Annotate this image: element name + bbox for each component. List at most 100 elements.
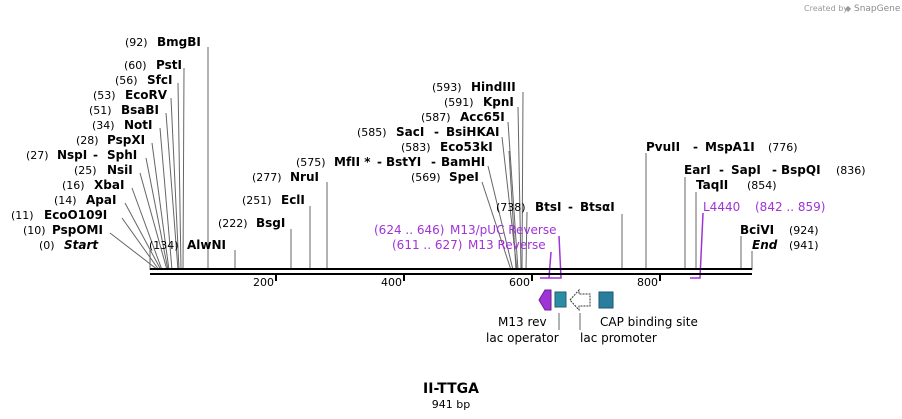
leader-lines bbox=[109, 47, 753, 271]
site-alwni-pos: (134) bbox=[149, 239, 179, 252]
site-bamhi-name: BamHI bbox=[441, 155, 485, 169]
site-nsii-name: NsiI bbox=[107, 163, 133, 177]
m13-rev-arrow-icon bbox=[538, 289, 552, 311]
site-ecoo109i-pos: (11) bbox=[11, 209, 34, 222]
primer-l4440-name: L4440 bbox=[703, 200, 740, 214]
site-ecorv-name: EcoRV bbox=[125, 88, 168, 102]
right-site-labels: PvuII - MspA1I (776) EarI - SapI - BspQI… bbox=[646, 140, 866, 252]
site-sapi-name: SapI bbox=[731, 163, 761, 177]
site-pspomi-name: PspOMI bbox=[52, 223, 103, 237]
primer-m13-puc-reverse-range: (624 .. 646) bbox=[374, 223, 444, 237]
cap-binding-box bbox=[598, 291, 614, 309]
primer-l4440-range: (842 .. 859) bbox=[755, 200, 825, 214]
site-bsabi-name: BsaBI bbox=[121, 103, 159, 117]
plasmid-name: II-TTGA bbox=[423, 381, 479, 397]
site-hindiii-name: HindIII bbox=[471, 80, 516, 94]
site-psti-pos: (60) bbox=[124, 59, 147, 72]
snapgene-icon: ◆ bbox=[845, 4, 852, 13]
svg-text:-: - bbox=[719, 163, 724, 177]
tick-800: 800 bbox=[637, 276, 658, 289]
feature-glyphs bbox=[538, 288, 614, 330]
site-alwni-name: AlwNI bbox=[187, 238, 226, 252]
site-spei-pos: (569) bbox=[411, 171, 441, 184]
site-mspa1i-name: MspA1I bbox=[705, 140, 755, 154]
middle-site-labels: (222) BsgI (251) EclI (277) NruI (575) M… bbox=[218, 80, 615, 230]
site-bsgi-name: BsgI bbox=[256, 216, 285, 230]
site-bspqi-name: BspQI bbox=[781, 163, 821, 177]
site-noti-pos: (34) bbox=[92, 119, 115, 132]
site-sphi-name: SphI bbox=[107, 148, 137, 162]
site-eari-pos: (836) bbox=[836, 164, 866, 177]
site-nsii-pos: (25) bbox=[74, 164, 97, 177]
site-apai-pos: (14) bbox=[54, 194, 77, 207]
tick-200: 200 bbox=[253, 276, 274, 289]
site-btsi-name: BtsI bbox=[535, 200, 562, 214]
site-hindiii-pos: (593) bbox=[432, 81, 462, 94]
site-nrui-pos: (277) bbox=[252, 171, 282, 184]
site-bsgi-pos: (222) bbox=[218, 217, 248, 230]
site-psti-name: PstI bbox=[156, 58, 182, 72]
site-sfci-name: SfcI bbox=[147, 73, 172, 87]
site-pvuii-name: PvuII bbox=[646, 140, 680, 154]
site-xbai-pos: (16) bbox=[62, 179, 85, 192]
site-btsi-pos: (738) bbox=[496, 201, 526, 214]
primer-m13-puc-reverse-name: M13/pUC Reverse bbox=[450, 223, 557, 237]
site-ecli-name: EclI bbox=[281, 193, 305, 207]
site-nspi-pos: (27) bbox=[26, 149, 49, 162]
svg-text:-: - bbox=[431, 155, 436, 169]
svg-text:-: - bbox=[93, 148, 98, 162]
svg-text:-: - bbox=[568, 200, 573, 214]
site-bcivi-pos: (924) bbox=[789, 224, 819, 237]
lac-promoter-arrow-icon bbox=[569, 288, 591, 312]
feature-lac-promoter: lac promoter bbox=[580, 331, 657, 345]
tick-400: 400 bbox=[381, 276, 402, 289]
site-pspxi-pos: (28) bbox=[76, 134, 99, 147]
feature-m13-rev: M13 rev bbox=[498, 315, 547, 329]
site-saci-name: SacI bbox=[396, 125, 424, 139]
site-ecorv-pos: (53) bbox=[93, 89, 116, 102]
left-site-labels: (0) Start (10) PspOMI (11) EcoO109I (14)… bbox=[11, 35, 226, 252]
site-sfci-pos: (56) bbox=[115, 74, 138, 87]
site-bsihkai-name: BsiHKAI bbox=[446, 125, 500, 139]
created-by-label: Created by bbox=[804, 4, 848, 13]
plasmid-length: 941 bp bbox=[432, 398, 470, 411]
svg-text:-: - bbox=[377, 155, 382, 169]
feature-lac-operator: lac operator bbox=[486, 331, 559, 345]
site-saci-pos: (585) bbox=[357, 126, 387, 139]
site-eari-name: EarI bbox=[684, 163, 711, 177]
site-acc65i-name: Acc65I bbox=[460, 110, 505, 124]
site-eco53ki-pos: (583) bbox=[401, 141, 431, 154]
site-bstyi-name: BstYI bbox=[386, 155, 421, 169]
snapgene-brand: SnapGene bbox=[854, 4, 901, 14]
site-end-pos: (941) bbox=[789, 239, 819, 252]
site-xbai-name: XbaI bbox=[94, 178, 124, 192]
primer-m13-reverse-range: (611 .. 627) bbox=[392, 238, 462, 252]
lac-operator-box bbox=[554, 291, 567, 308]
site-bcivi-name: BciVI bbox=[740, 223, 774, 237]
site-mfli-pos: (575) bbox=[296, 156, 326, 169]
site-taqii-pos: (854) bbox=[747, 179, 777, 192]
site-btsai-name: BtsαI bbox=[580, 200, 615, 214]
site-bmgbi-name: BmgBI bbox=[157, 35, 201, 49]
site-mfli-name: MfII * bbox=[334, 155, 371, 169]
svg-text:-: - bbox=[693, 140, 698, 154]
site-pvuii-pos: (776) bbox=[768, 141, 798, 154]
site-bsabi-pos: (51) bbox=[89, 104, 112, 117]
site-spei-name: SpeI bbox=[449, 170, 479, 184]
site-acc65i-pos: (587) bbox=[421, 111, 451, 124]
site-kpni-pos: (591) bbox=[444, 96, 474, 109]
site-kpni-name: KpnI bbox=[483, 95, 514, 109]
site-ecli-pos: (251) bbox=[242, 194, 272, 207]
site-eco53ki-name: Eco53kI bbox=[440, 140, 493, 154]
svg-text:-: - bbox=[434, 125, 439, 139]
site-start-name: Start bbox=[64, 238, 99, 252]
site-noti-name: NotI bbox=[124, 118, 153, 132]
site-pspomi-pos: (10) bbox=[23, 224, 46, 237]
feature-cap-binding-site: CAP binding site bbox=[600, 315, 698, 329]
site-start-pos: (0) bbox=[39, 239, 55, 252]
site-bmgbi-pos: (92) bbox=[125, 36, 148, 49]
site-taqii-name: TaqII bbox=[696, 178, 728, 192]
site-pspxi-name: PspXI bbox=[107, 133, 145, 147]
svg-text:-: - bbox=[772, 163, 777, 177]
site-nrui-name: NruI bbox=[290, 170, 319, 184]
